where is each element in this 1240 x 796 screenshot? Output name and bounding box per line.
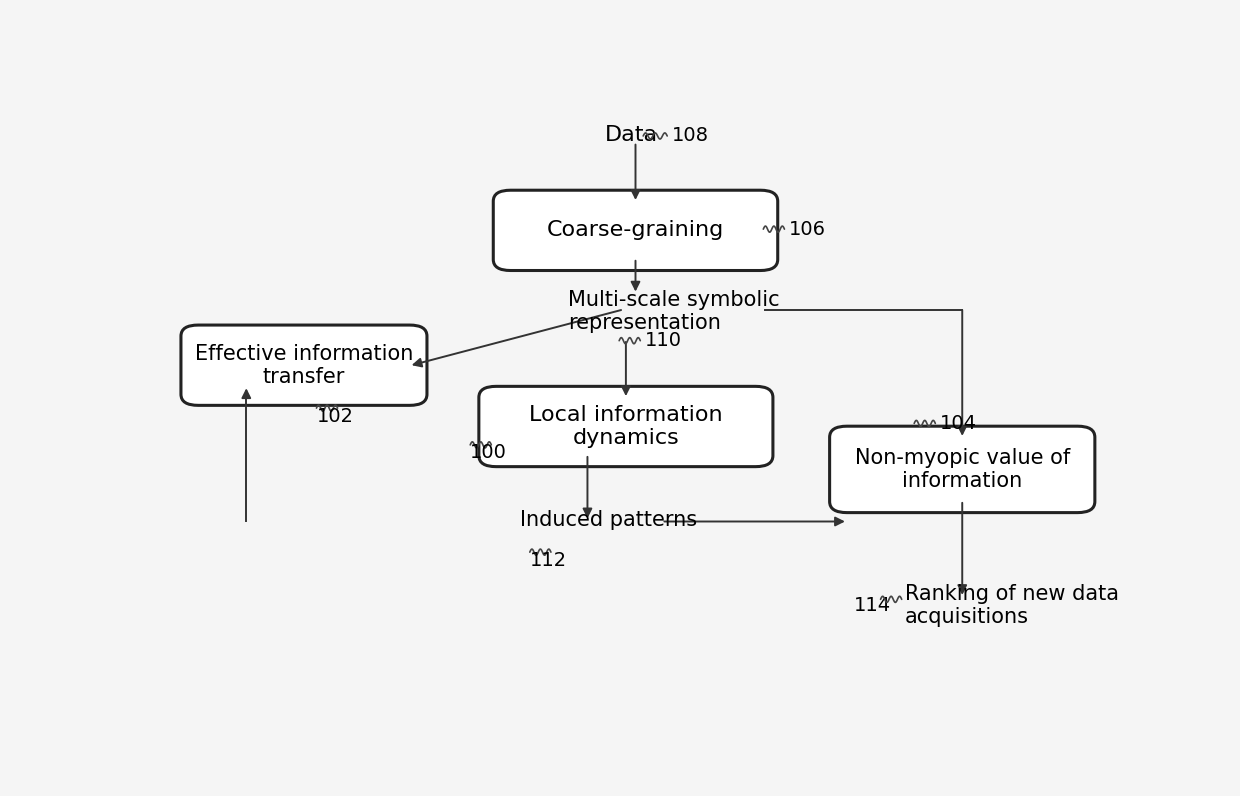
Text: Effective information
transfer: Effective information transfer	[195, 344, 413, 387]
Text: 110: 110	[645, 331, 682, 350]
Text: 100: 100	[470, 443, 507, 462]
Text: 112: 112	[529, 551, 567, 570]
Text: Data: Data	[605, 125, 658, 146]
Text: Induced patterns: Induced patterns	[521, 509, 697, 529]
Text: Local information
dynamics: Local information dynamics	[529, 405, 723, 448]
Text: 102: 102	[316, 407, 353, 426]
Text: Coarse-graining: Coarse-graining	[547, 220, 724, 240]
FancyBboxPatch shape	[494, 190, 777, 271]
FancyBboxPatch shape	[830, 426, 1095, 513]
Text: 104: 104	[940, 414, 977, 433]
FancyBboxPatch shape	[181, 325, 427, 405]
Text: Non-myopic value of
information: Non-myopic value of information	[854, 448, 1070, 491]
Text: 114: 114	[853, 596, 890, 615]
Text: Multi-scale symbolic
representation: Multi-scale symbolic representation	[568, 290, 780, 333]
FancyBboxPatch shape	[479, 386, 773, 466]
Text: Ranking of new data
acquisitions: Ranking of new data acquisitions	[905, 584, 1118, 627]
Text: 108: 108	[672, 126, 709, 145]
Text: 106: 106	[789, 220, 826, 239]
